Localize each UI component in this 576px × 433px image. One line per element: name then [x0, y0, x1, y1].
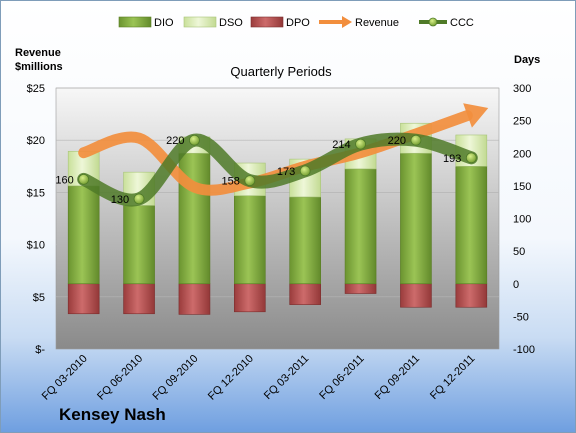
legend-label-dso: DSO	[219, 17, 243, 29]
legend-arrow-icon	[342, 16, 352, 28]
left-tick-label: $15	[27, 187, 45, 199]
legend-marker-icon	[428, 17, 438, 27]
left-axis-ticks: $- $5 $10 $15 $20 $25	[27, 83, 46, 356]
x-axis-ticks: FQ 03-2010 FQ 06-2010 FQ 09-2010 FQ 12-2010…	[40, 353, 478, 403]
left-axis-label-line2: $millions	[15, 61, 63, 73]
x-tick-label: FQ 06-2011	[317, 353, 366, 402]
legend-item-dio: DIO	[118, 16, 174, 29]
dio-bar	[67, 185, 100, 285]
legend-swatch-dso	[183, 16, 217, 28]
ccc-marker	[78, 173, 90, 185]
ccc-data-label: 214	[332, 139, 350, 151]
right-tick-label: 50	[513, 246, 525, 258]
dpo-bar	[455, 283, 488, 308]
dio-bar	[455, 166, 488, 285]
x-tick-label: FQ 06-2010	[95, 353, 145, 403]
x-tick-label: FQ 03-2010	[40, 353, 90, 403]
ccc-data-label: 130	[111, 194, 129, 206]
company-name: Kensey Nash	[59, 405, 166, 424]
ccc-marker	[465, 152, 477, 164]
chart-title: Quarterly Periods	[230, 64, 332, 79]
dio-bar	[234, 195, 266, 285]
ccc-data-label: 220	[166, 135, 184, 147]
dio-bar	[344, 168, 377, 285]
ccc-data-label: 220	[388, 135, 406, 147]
left-tick-label: $5	[33, 292, 45, 304]
ccc-marker	[244, 175, 256, 187]
legend-swatch-dio	[118, 16, 152, 28]
legend-label-dpo: DPO	[286, 17, 310, 29]
legend-label-revenue: Revenue	[355, 17, 399, 29]
dpo-bar	[289, 283, 321, 305]
ccc-marker	[133, 193, 145, 205]
legend-item-dso: DSO	[183, 16, 243, 29]
left-tick-label: $20	[27, 135, 45, 147]
right-tick-label: 200	[513, 148, 531, 160]
right-tick-label: -100	[513, 344, 535, 356]
legend-swatch-dpo	[250, 16, 284, 28]
left-axis-label-line1: Revenue	[15, 47, 61, 59]
right-axis-ticks: -100 -50 0 50 100 150 200 250 300	[513, 83, 535, 356]
dpo-bar	[178, 283, 211, 315]
ccc-marker	[299, 165, 311, 177]
legend-item-dpo: DPO	[250, 16, 310, 29]
dpo-bar	[400, 283, 432, 308]
x-tick-label: FQ 09-2010	[151, 353, 201, 403]
ccc-marker	[410, 134, 422, 146]
right-tick-label: 0	[513, 279, 519, 291]
ccc-data-label: 193	[443, 153, 461, 165]
right-tick-label: 250	[513, 116, 531, 128]
legend-label-dio: DIO	[154, 17, 174, 29]
ccc-data-label: 173	[277, 166, 295, 178]
dpo-bar	[344, 283, 377, 294]
dpo-bar	[123, 283, 155, 315]
dio-bar	[400, 152, 432, 285]
right-tick-label: 300	[513, 83, 531, 95]
legend-label-ccc: CCC	[450, 17, 474, 29]
dpo-bar	[67, 283, 100, 315]
left-tick-label: $-	[35, 344, 45, 356]
x-tick-label: FQ 09-2011	[373, 353, 422, 402]
revenue-arrowhead	[463, 103, 489, 128]
x-tick-label: FQ 03-2011	[262, 353, 311, 402]
ccc-marker	[189, 134, 200, 146]
right-tick-label: -50	[513, 311, 529, 323]
ccc-data-label: 158	[221, 176, 239, 188]
x-tick-label: FQ 12-2011	[428, 353, 477, 402]
dio-bar	[123, 205, 155, 285]
dio-bar	[289, 196, 321, 285]
ccc-marker	[355, 138, 366, 150]
right-tick-label: 100	[513, 214, 531, 226]
ccc-series: 160 130 220 158 173 214 220 193	[55, 132, 478, 207]
left-tick-label: $10	[27, 240, 45, 252]
legend-item-ccc: CCC	[419, 17, 474, 29]
right-tick-label: 150	[513, 181, 531, 193]
legend-item-revenue: Revenue	[319, 16, 399, 29]
right-axis-label: Days	[514, 54, 540, 66]
left-tick-label: $25	[27, 83, 45, 95]
ccc-data-label: 160	[55, 174, 73, 186]
dpo-bar	[234, 283, 266, 313]
x-tick-label: FQ 12-2010	[206, 353, 256, 403]
legend: DIO DSO DPO Revenue CCC	[118, 16, 474, 29]
